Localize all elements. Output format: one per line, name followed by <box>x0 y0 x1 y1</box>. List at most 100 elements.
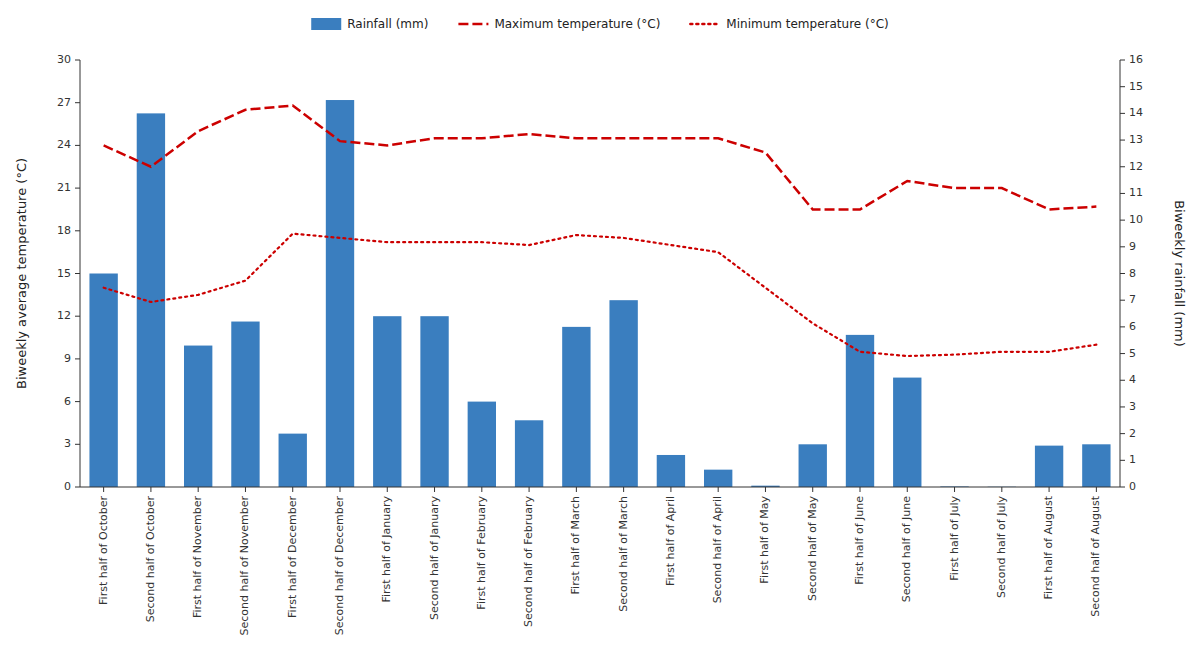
tick <box>75 60 80 61</box>
bar <box>420 316 448 487</box>
tick <box>954 487 955 492</box>
legend: Rainfall (mm) Maximum temperature (°C) Min… <box>311 17 889 31</box>
tick-label: 1 <box>1129 453 1136 466</box>
legend-swatch <box>690 23 720 26</box>
tick <box>576 487 577 492</box>
tick-label: 6 <box>1129 320 1136 333</box>
x-tick-label: Second half of January <box>428 496 441 620</box>
tick-label: 15 <box>57 267 71 280</box>
tick <box>623 487 624 492</box>
bar <box>893 378 921 487</box>
bar <box>326 100 354 487</box>
x-tick-label: Second half of February <box>522 496 535 627</box>
tick-label: 15 <box>1129 80 1143 93</box>
x-tick-label: First half of July <box>948 496 961 581</box>
legend-label: Minimum temperature (°C) <box>726 17 888 31</box>
tick <box>1001 487 1002 492</box>
bar <box>846 335 874 487</box>
x-axis-line <box>80 487 1120 488</box>
x-tick-label: Second half of May <box>806 496 819 601</box>
x-tick-label: First half of February <box>475 496 488 610</box>
tick <box>1096 487 1097 492</box>
legend-item: Maximum temperature (°C) <box>458 17 660 31</box>
tick-label: 27 <box>57 96 71 109</box>
tick-label: 12 <box>1129 160 1143 173</box>
bar <box>562 327 590 487</box>
tick-label: 7 <box>1129 293 1136 306</box>
tick <box>529 487 530 492</box>
tick <box>434 487 435 492</box>
tick <box>1120 193 1125 194</box>
bar <box>373 316 401 487</box>
tick-label: 6 <box>64 395 71 408</box>
bar <box>231 322 259 487</box>
tick <box>75 358 80 359</box>
tick <box>1120 273 1125 274</box>
tick-label: 0 <box>1129 480 1136 493</box>
tick-label: 10 <box>1129 213 1143 226</box>
y-axis-label: Biweekly average temperature (°C) <box>14 158 29 389</box>
tick <box>765 487 766 492</box>
line <box>104 234 1097 356</box>
bar <box>468 402 496 487</box>
bar <box>1082 444 1110 487</box>
tick <box>75 188 80 189</box>
tick <box>75 102 80 103</box>
tick <box>245 487 246 492</box>
tick <box>812 487 813 492</box>
tick <box>75 444 80 445</box>
y2-axis-label: Biweekly rainfall (mm) <box>1172 200 1187 347</box>
x-tick-label: Second half of November <box>238 496 251 636</box>
tick-label: 4 <box>1129 373 1136 386</box>
tick <box>1120 326 1125 327</box>
tick-label: 2 <box>1129 427 1136 440</box>
tick <box>75 401 80 402</box>
tick <box>1049 487 1050 492</box>
x-tick-label: First half of April <box>664 496 677 586</box>
x-tick-label: First half of May <box>758 496 771 584</box>
x-tick-label: Second half of April <box>711 496 724 603</box>
tick <box>1120 487 1125 488</box>
tick <box>1120 406 1125 407</box>
bar <box>279 434 307 487</box>
tick <box>1120 380 1125 381</box>
tick <box>198 487 199 492</box>
tick <box>1120 166 1125 167</box>
tick <box>670 487 671 492</box>
line <box>104 106 1097 210</box>
tick-label: 0 <box>64 480 71 493</box>
tick <box>387 487 388 492</box>
x-tick-label: Second half of August <box>1089 495 1102 616</box>
tick <box>1120 113 1125 114</box>
tick <box>75 487 80 488</box>
bar <box>799 444 827 487</box>
bar <box>1035 446 1063 487</box>
tick <box>1120 86 1125 87</box>
bar <box>515 420 543 487</box>
legend-item: Minimum temperature (°C) <box>690 17 888 31</box>
marks <box>89 100 1110 487</box>
tick <box>718 487 719 492</box>
tick <box>860 487 861 492</box>
tick-label: 18 <box>57 224 71 237</box>
tick-label: 14 <box>1129 106 1143 119</box>
tick <box>75 145 80 146</box>
x-tick-label: Second half of October <box>144 496 157 623</box>
tick-label: 12 <box>57 309 71 322</box>
tick <box>150 487 151 492</box>
x-tick-label: Second half of March <box>617 496 630 612</box>
tick <box>1120 353 1125 354</box>
tick <box>1120 140 1125 141</box>
legend-item: Rainfall (mm) <box>311 17 428 31</box>
tick-label: 24 <box>57 138 71 151</box>
x-tick-label: First half of June <box>853 496 866 585</box>
legend-label: Maximum temperature (°C) <box>494 17 660 31</box>
tick <box>1120 60 1125 61</box>
x-tick-label: First half of November <box>191 496 204 619</box>
legend-swatch <box>458 23 488 26</box>
tick <box>75 230 80 231</box>
bar <box>184 346 212 487</box>
x-tick-label: First half of March <box>569 496 582 594</box>
x-tick-label: First half of December <box>286 496 299 618</box>
tick <box>1120 220 1125 221</box>
